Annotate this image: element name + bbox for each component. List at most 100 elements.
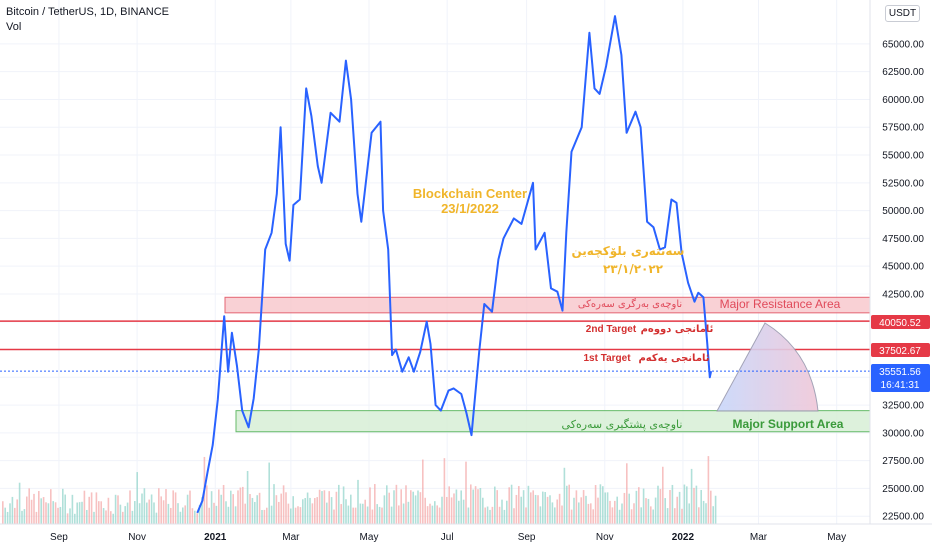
y-axis[interactable]: 22500.00 25000.00 27500.00 30000.00 32500.00…: [869, 0, 924, 524]
volume-bar: [225, 501, 227, 524]
volume-bar: [218, 489, 220, 524]
volume-bar: [316, 497, 318, 524]
volume-bar: [657, 485, 659, 524]
annotation-date: 23/1/2022: [441, 201, 499, 216]
volume-bar: [261, 509, 263, 524]
volume-bar: [597, 497, 599, 524]
volume-bar: [158, 488, 160, 524]
volume-bar: [81, 501, 83, 524]
volume-bar: [292, 496, 294, 524]
volume-bar: [482, 497, 484, 524]
volume-bar: [580, 497, 582, 524]
x-tick-label: Sep: [518, 532, 536, 543]
volume-bar: [486, 506, 489, 524]
volume-bar: [153, 502, 155, 524]
price-label-target1-text: 37502.67: [879, 346, 921, 357]
price-label-target1: 37502.67: [871, 343, 930, 357]
volume-bar: [278, 501, 280, 524]
volume-bar: [198, 505, 201, 524]
currency-button[interactable]: USDT: [885, 5, 920, 22]
volume-bar: [14, 507, 16, 524]
volume-bar: [383, 495, 386, 524]
volume-bar: [690, 468, 693, 524]
volume-bar: [304, 498, 306, 524]
volume-bar: [558, 493, 561, 524]
volume-bar: [88, 496, 90, 524]
volume-bar: [340, 504, 342, 524]
volume-bar: [594, 485, 597, 524]
projection-triangle: [716, 322, 819, 412]
volume-bar: [424, 497, 426, 524]
volume-bar: [441, 496, 443, 524]
price-label-target2-text: 40050.52: [879, 318, 921, 329]
volume-bar: [477, 489, 479, 524]
volume-bar: [249, 494, 251, 524]
volume-bar: [23, 509, 26, 524]
volume-bar: [59, 506, 62, 524]
x-tick-label: Mar: [750, 532, 768, 543]
volume-bar: [268, 462, 270, 524]
volume-bar: [378, 506, 381, 524]
volume-bar: [642, 488, 645, 524]
volume-bar: [244, 503, 246, 524]
volume-bar: [275, 495, 278, 524]
volume-bar: [42, 497, 45, 524]
volume-bar: [638, 487, 640, 524]
target2-label: 2nd Target: [586, 324, 637, 335]
volume-bar: [30, 499, 33, 524]
annotation-title: Blockchain Center: [413, 186, 527, 201]
volume-bar: [527, 485, 530, 524]
target1-label-kurdish: ئامانجی یەکەم: [638, 353, 709, 364]
volume-bar: [134, 501, 136, 524]
volume-bar: [86, 509, 88, 524]
x-axis[interactable]: Sep Nov 2021 Mar May Jul Sep Nov 2022 Mar May: [0, 523, 932, 543]
volume-bar: [71, 494, 74, 524]
volume-bar: [563, 467, 566, 524]
volume-bar: [587, 503, 590, 524]
volume-bar: [246, 470, 249, 524]
volume-bar: [458, 500, 460, 524]
volume-bar: [323, 490, 326, 524]
volume-bar: [330, 497, 333, 524]
volume-bar: [16, 499, 18, 524]
volume-bar: [297, 506, 299, 524]
volume-bar: [256, 495, 258, 524]
support-label: Major Support Area: [733, 417, 844, 431]
volume-bar: [285, 492, 287, 524]
y-tick-label: 45000.00: [882, 262, 924, 273]
volume-bar: [611, 507, 614, 524]
x-tick-label: Nov: [128, 532, 146, 543]
volume-bar: [539, 506, 542, 524]
volume-bar: [347, 505, 350, 524]
volume-bar: [561, 505, 563, 524]
volume-bar: [314, 498, 316, 524]
volume-bar: [491, 506, 494, 524]
volume-bar: [448, 486, 450, 524]
volume-legend: Vol: [6, 21, 22, 33]
volume-bar: [479, 488, 482, 524]
volume-bar: [50, 489, 52, 524]
volume-bar: [462, 499, 465, 524]
volume-bar: [126, 502, 129, 524]
volume-bar: [110, 511, 112, 524]
y-tick-label: 47500.00: [882, 234, 924, 245]
volume-bar: [573, 497, 575, 524]
volume-bar: [350, 494, 352, 524]
volume-bar: [419, 492, 422, 524]
volume-bar: [525, 507, 527, 524]
volume-bar: [534, 494, 537, 524]
volume-bar: [674, 508, 676, 524]
volume-bar: [515, 494, 518, 524]
volume-bar: [357, 479, 359, 524]
volume-bar: [407, 501, 410, 524]
volume-bar: [28, 488, 30, 524]
y-tick-label: 62500.00: [882, 67, 924, 78]
volume-bar: [40, 498, 42, 524]
volume-bar: [150, 494, 153, 524]
volume-bar: [105, 510, 107, 524]
volume-bar: [551, 502, 554, 524]
volume-bar: [405, 485, 407, 524]
volume-bar: [544, 492, 546, 524]
volume-bar: [474, 486, 477, 524]
